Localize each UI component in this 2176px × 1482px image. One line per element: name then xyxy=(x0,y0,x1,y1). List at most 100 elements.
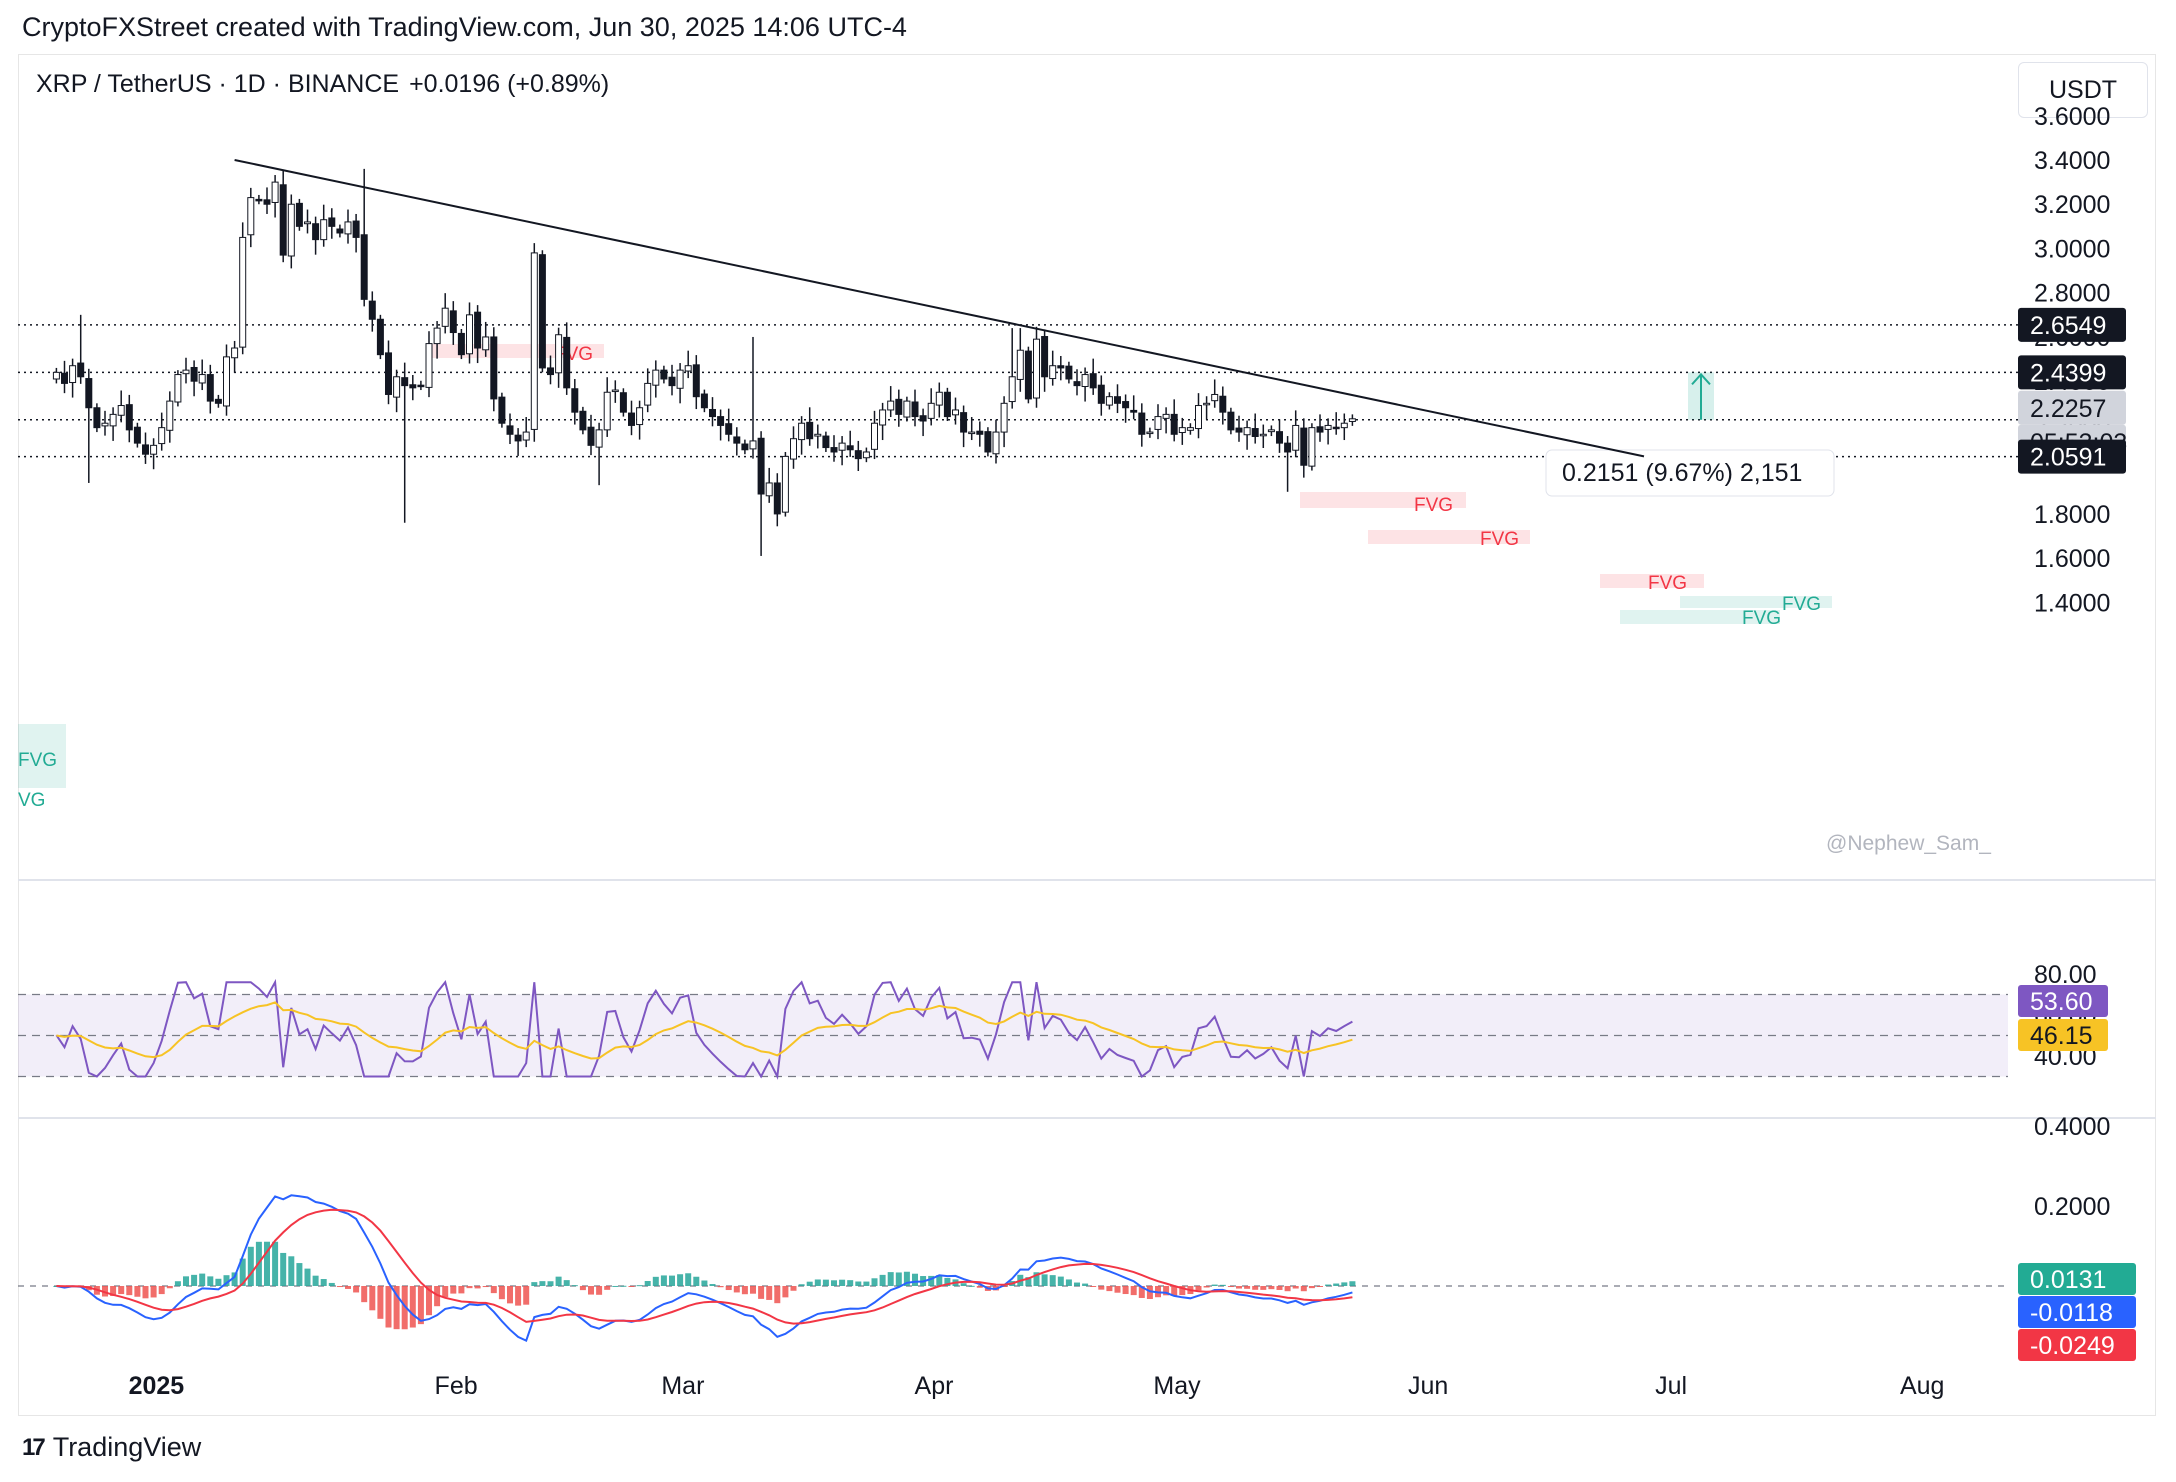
candle-body xyxy=(295,202,303,227)
candle-body xyxy=(352,220,360,238)
macd-label-bg xyxy=(2018,1263,2136,1295)
macd-histogram-bar xyxy=(369,1286,376,1311)
candle-body xyxy=(231,347,239,359)
macd-histogram-bar xyxy=(936,1275,943,1286)
macd-histogram-bar xyxy=(166,1286,173,1289)
candle-body xyxy=(733,436,741,444)
candle-body xyxy=(1065,365,1073,380)
macd-histogram-bar xyxy=(312,1275,319,1286)
candle-body xyxy=(498,396,506,424)
macd-histogram-bar xyxy=(474,1286,481,1289)
candle-body xyxy=(376,318,384,356)
macd-histogram-bar xyxy=(669,1275,675,1286)
candle-body xyxy=(344,221,352,235)
macd-line xyxy=(56,1194,1353,1342)
candle-body xyxy=(741,443,749,451)
rsi-line xyxy=(55,978,1353,1080)
macd-histogram-bar xyxy=(790,1286,797,1291)
candle-body xyxy=(1324,424,1332,430)
candle-body xyxy=(482,336,490,351)
footer-brand: TradingView xyxy=(52,1432,202,1462)
macd-value-label: -0.0118 xyxy=(2030,1299,2113,1327)
candle-body xyxy=(514,434,522,442)
macd-histogram-bar xyxy=(1227,1286,1234,1288)
macd-histogram-bar xyxy=(1163,1286,1170,1296)
macd-histogram-bar xyxy=(515,1286,522,1306)
macd-histogram-bar xyxy=(871,1278,878,1286)
macd-histogram-bar xyxy=(466,1286,473,1289)
macd-histogram-bar xyxy=(1195,1286,1202,1291)
macd-histogram-bar xyxy=(839,1279,846,1286)
date-tick-label: Apr xyxy=(915,1372,954,1400)
macd-histogram-bar xyxy=(685,1273,692,1286)
price-tick-label: 2.8000 xyxy=(2034,280,2110,308)
candle-body xyxy=(1267,429,1275,433)
macd-histogram-bar xyxy=(264,1241,270,1286)
candle-body xyxy=(198,374,206,384)
currency-button[interactable]: USDT xyxy=(2018,62,2148,118)
price-label: 2.4399 xyxy=(2030,359,2106,387)
macd-histogram-bar xyxy=(1171,1286,1178,1296)
candle-body xyxy=(1219,395,1227,413)
macd-histogram-bar xyxy=(1317,1286,1323,1287)
candle-body xyxy=(1146,431,1154,435)
macd-histogram-bar xyxy=(571,1285,578,1287)
candle-body xyxy=(368,300,376,320)
measure-arrowhead-icon xyxy=(1691,372,1711,386)
candle-body xyxy=(150,444,158,455)
candle-body xyxy=(312,223,320,241)
candle-body xyxy=(279,184,287,256)
candle-body xyxy=(619,392,627,413)
price-tick-label: 3.6000 xyxy=(2034,103,2110,131)
candle-body xyxy=(457,332,465,356)
symbol-legend[interactable]: XRP / TetherUS · 1D · BINANCE +0.0196 (+0… xyxy=(36,70,609,99)
candle-body xyxy=(393,376,401,398)
candle-body xyxy=(1105,396,1113,406)
macd-histogram-bar xyxy=(709,1284,716,1286)
macd-histogram-bar xyxy=(588,1286,594,1295)
macd-histogram-bar xyxy=(320,1279,327,1286)
macd-histogram-bar xyxy=(442,1286,449,1298)
candle-body xyxy=(830,447,838,453)
candle-body xyxy=(1348,418,1356,422)
macd-histogram-bar xyxy=(1090,1286,1097,1287)
candle-body xyxy=(838,442,846,451)
macd-histogram-bar xyxy=(1179,1286,1186,1296)
candle-body xyxy=(1016,349,1024,380)
macd-histogram-bar xyxy=(822,1279,829,1286)
candle-body xyxy=(781,455,789,513)
candle-body xyxy=(911,401,919,418)
candle-body xyxy=(1227,411,1235,431)
candle-body xyxy=(1081,374,1089,388)
candle-body xyxy=(1211,393,1219,402)
candle-body xyxy=(563,336,571,389)
macd-histogram-bar xyxy=(1065,1279,1072,1286)
macd-histogram-bar xyxy=(1122,1286,1129,1295)
macd-histogram-bar xyxy=(134,1286,141,1297)
macd-histogram-bar xyxy=(960,1283,967,1286)
candle-body xyxy=(52,371,60,380)
date-tick-label: 2025 xyxy=(129,1372,185,1400)
fvg-label: FVG xyxy=(1480,529,1519,550)
candle-body xyxy=(538,254,546,369)
candle-body xyxy=(174,374,182,403)
macd-histogram-bar xyxy=(345,1286,351,1289)
price-tick-label: 3.2000 xyxy=(2034,191,2110,219)
measure-tooltip-text: 0.2151 (9.67%) 2,151 xyxy=(1562,459,1802,487)
candle-body xyxy=(1292,424,1300,451)
macd-histogram-bar xyxy=(223,1275,230,1286)
macd-histogram-bar xyxy=(247,1246,254,1286)
candle-body xyxy=(571,388,579,413)
macd-histogram-bar xyxy=(1130,1286,1137,1296)
macd-histogram-bar xyxy=(126,1286,133,1296)
candle-body xyxy=(871,422,878,450)
macd-histogram-bar xyxy=(806,1281,813,1286)
fvg-label: FVG xyxy=(1742,608,1781,629)
price-tick-label: 1.6000 xyxy=(2034,545,2110,573)
candle-body xyxy=(854,450,862,460)
candle-body xyxy=(1000,402,1008,433)
candle-body xyxy=(1057,365,1065,369)
candle-body xyxy=(903,400,911,418)
macd-histogram-bar xyxy=(1349,1281,1356,1286)
